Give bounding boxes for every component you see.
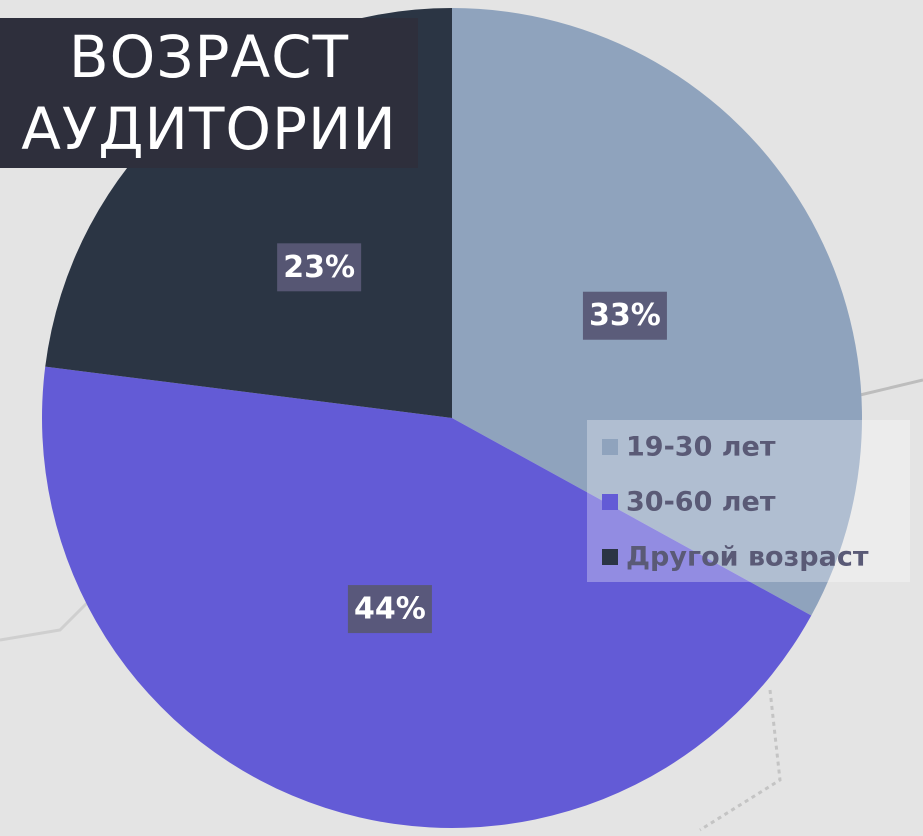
legend-label: Другой возраст — [626, 542, 869, 573]
legend-swatch — [602, 439, 618, 455]
legend-box — [587, 420, 910, 582]
legend-swatch — [602, 549, 618, 565]
value-label: 33% — [589, 298, 661, 333]
background-line — [699, 689, 782, 832]
legend-label: 19-30 лет — [626, 432, 776, 463]
legend-label: 30-60 лет — [626, 487, 776, 518]
value-label: 44% — [354, 592, 426, 627]
background-line — [859, 378, 923, 397]
value-label: 23% — [283, 250, 355, 285]
chart-title: ВОЗРАСТ АУДИТОРИИ — [0, 18, 418, 168]
value-label-box — [582, 291, 667, 340]
value-label-box — [347, 585, 432, 634]
legend-swatch — [602, 494, 618, 510]
value-label-box — [277, 243, 362, 292]
